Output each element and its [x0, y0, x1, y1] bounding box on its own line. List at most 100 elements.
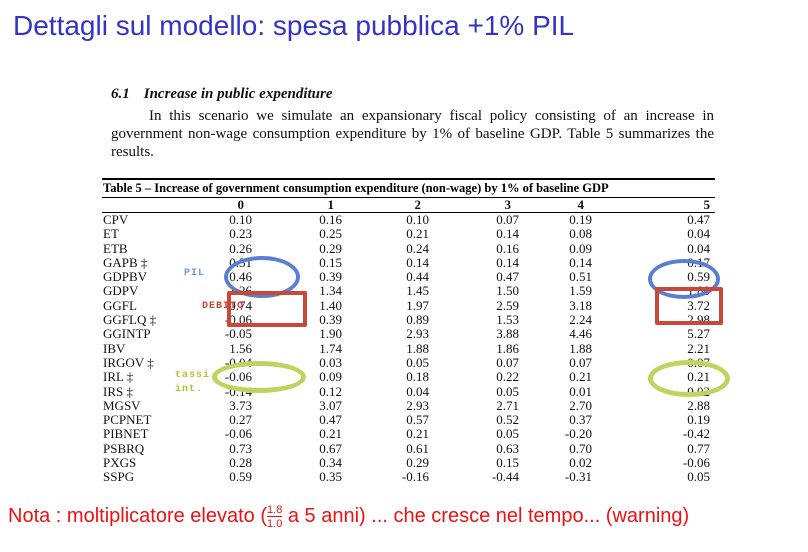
table-caption: Table 5 – Increase of government consump… [102, 178, 715, 198]
cell-value: 0.08 [569, 226, 592, 242]
cell-value: 0.44 [406, 269, 429, 285]
table-row: ETB 0.26 0.29 0.24 0.16 0.09 0.04 [102, 240, 715, 256]
table-row: MGSV 3.73 3.07 2.93 2.71 2.70 2.88 [102, 397, 715, 413]
cell-value: 1.74 [319, 340, 342, 356]
cell-value: 0.07 [496, 354, 519, 370]
row-label: PSBRQ [103, 440, 145, 456]
cell-value: -0.05 [224, 326, 252, 342]
table-row: ET 0.23 0.25 0.21 0.14 0.08 0.04 [102, 226, 715, 242]
cell-value: 0.23 [229, 226, 252, 242]
table-body: CPV 0.10 0.16 0.10 0.07 0.19 0.47 ET 0.23 0.25 0.2… [102, 212, 715, 485]
tassi-annotation-label-line1: tassi [175, 370, 211, 381]
cell-value: -0.04 [224, 354, 252, 370]
cell-value: 0.26 [229, 240, 252, 256]
section-number: 6.1 [111, 86, 130, 102]
cell-value: 3.88 [496, 326, 519, 342]
cell-value: 1.90 [319, 326, 342, 342]
cell-value: 0.70 [569, 440, 592, 456]
table-row: IBV 1.56 1.74 1.88 1.86 1.88 2.21 [102, 340, 715, 356]
column-header: 5 [592, 198, 715, 213]
cell-value: 0.19 [569, 212, 592, 227]
cell-value: 1.53 [496, 312, 519, 328]
section-heading: 6.1 Increase in public expenditure [111, 86, 333, 103]
cell-value: 3.07 [319, 397, 342, 413]
cell-value: 0.29 [319, 240, 342, 256]
cell-value: 0.61 [406, 440, 429, 456]
cell-value: 0.17 [687, 254, 710, 270]
cell-value: -0.44 [491, 469, 519, 485]
cell-value: 0.14 [496, 254, 519, 270]
cell-value: 0.21 [406, 426, 429, 442]
row-label: IRL ‡ [103, 369, 134, 385]
row-label: GDPBV [103, 269, 148, 285]
cell-value: 2.70 [569, 397, 592, 413]
cell-value: 0.05 [406, 354, 429, 370]
table-row: GDPV 1.26 1.34 1.45 1.50 1.59 1.80 [102, 283, 715, 299]
note-text-start: Nota : moltiplicatore elevato ( [8, 504, 268, 527]
cell-value: 1.34 [319, 283, 342, 299]
cell-value: 1.88 [569, 340, 592, 356]
cell-value: 3.73 [229, 397, 252, 413]
cell-value: 0.74 [229, 297, 252, 313]
cell-value: 1.97 [406, 297, 429, 313]
cell-value: 0.14 [406, 254, 429, 270]
cell-value: 0.07 [496, 212, 519, 227]
cell-value: 0.07 [569, 354, 592, 370]
slide-title: Dettagli sul modello: spesa pubblica +1%… [13, 10, 575, 41]
cell-value: 0.14 [496, 226, 519, 242]
cell-value: 0.73 [229, 440, 252, 456]
cell-value: 0.22 [496, 369, 519, 385]
row-label: MGSV [103, 397, 141, 413]
cell-value: 0.19 [687, 412, 710, 428]
row-label: SSPG [103, 469, 135, 485]
multiplier-fraction: 1.8 1.0 [267, 504, 283, 530]
column-header: 4 [519, 198, 592, 213]
cell-value: 0.59 [687, 269, 710, 285]
cell-value: 0.21 [687, 369, 710, 385]
cell-value: 0.05 [496, 426, 519, 442]
cell-value: 1.88 [406, 340, 429, 356]
row-label: GAPB ‡ [103, 254, 148, 270]
cell-value: 1.80 [687, 283, 710, 299]
cell-value: 1.59 [569, 283, 592, 299]
cell-value: 0.35 [319, 469, 342, 485]
cell-value: -0.16 [401, 469, 429, 485]
row-label: CPV [103, 212, 129, 227]
column-header: 2 [342, 198, 429, 213]
cell-value: 0.09 [569, 240, 592, 256]
cell-value: 1.45 [406, 283, 429, 299]
cell-value: 0.05 [687, 469, 710, 485]
debito-annotation-label: DEBITO [202, 301, 245, 312]
row-label: GGFL [103, 297, 137, 313]
cell-value: 0.39 [319, 312, 342, 328]
cell-value: 0.67 [319, 440, 342, 456]
cell-value: 0.05 [496, 383, 519, 399]
row-label: GGFLQ ‡ [103, 312, 157, 328]
cell-value: 0.77 [687, 440, 710, 456]
table-5: Table 5 – Increase of government consump… [102, 178, 715, 485]
paper-paragraph: In this scenario we simulate an expansio… [111, 108, 714, 160]
row-label: IRS ‡ [103, 383, 133, 399]
cell-value: 0.09 [319, 369, 342, 385]
cell-value: 0.21 [406, 226, 429, 242]
cell-value: 2.88 [687, 397, 710, 413]
pil-annotation-label: PIL [184, 268, 206, 279]
label-column-header [102, 198, 172, 213]
cell-value: 0.89 [406, 312, 429, 328]
cell-value: 0.24 [406, 240, 429, 256]
cell-value: 2.59 [496, 297, 519, 313]
cell-value: 2.93 [406, 397, 429, 413]
cell-value: 5.27 [687, 326, 710, 342]
cell-value: 0.15 [319, 254, 342, 270]
cell-value: 0.39 [319, 269, 342, 285]
cell-value: 2.21 [687, 340, 710, 356]
table-row: IRL ‡ -0.06 0.09 0.18 0.22 0.21 0.21 [102, 369, 715, 385]
cell-value: 3.72 [687, 297, 710, 313]
cell-value: -0.06 [224, 312, 252, 328]
cell-value: 0.04 [687, 226, 710, 242]
table-row: CPV 0.10 0.16 0.10 0.07 0.19 0.47 [102, 212, 715, 228]
fraction-denominator: 1.0 [267, 516, 283, 530]
cell-value: 2.71 [496, 397, 519, 413]
row-label: GDPV [103, 283, 139, 299]
